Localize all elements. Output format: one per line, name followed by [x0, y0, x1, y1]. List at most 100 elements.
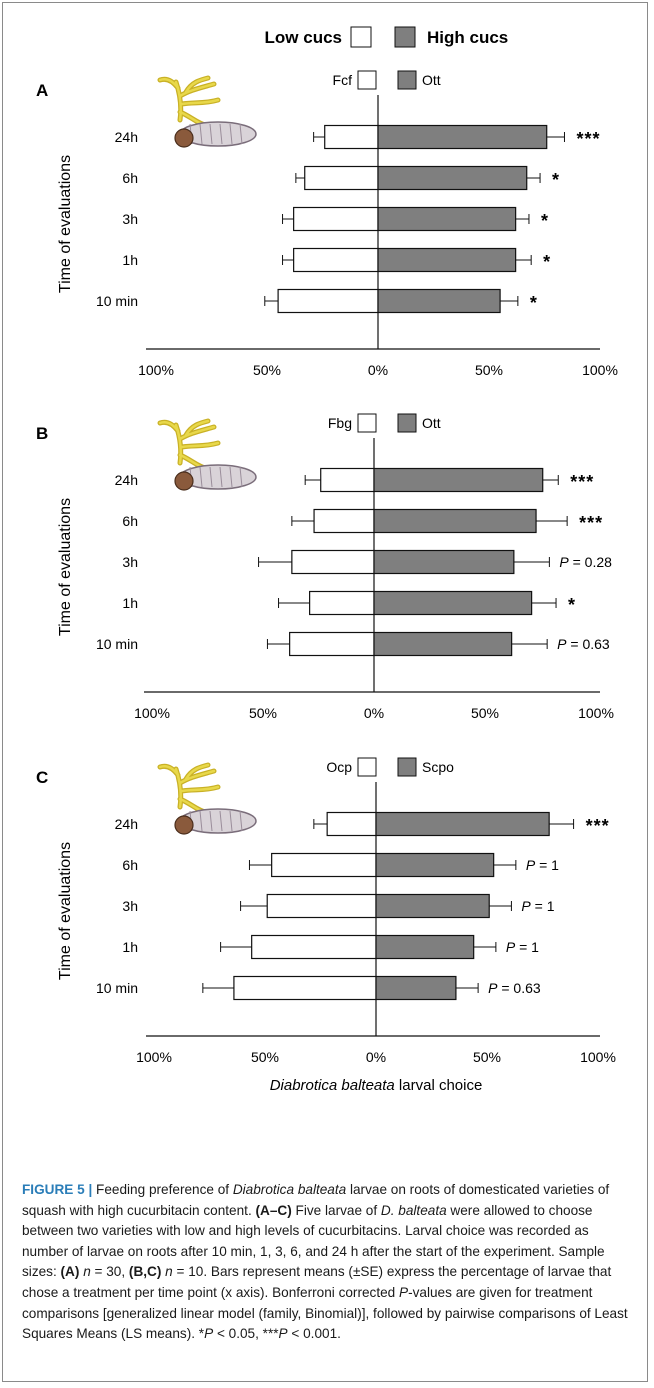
- x-tick-label: 50%: [471, 705, 499, 721]
- caption-part: n: [83, 1264, 91, 1280]
- x-tick-label: 50%: [473, 1049, 501, 1065]
- larva-segment: [219, 123, 223, 145]
- bar-right: [373, 549, 515, 575]
- caption-part: P: [204, 1326, 214, 1342]
- bar-right: [375, 975, 457, 1001]
- panel-a: A Fcf Ott 100% 50% 0% 50% 100% Time of evaluatio…: [36, 70, 618, 378]
- significance-label: P = 1: [526, 857, 559, 873]
- root-highlight: [158, 76, 220, 128]
- significance-label: *: [541, 211, 549, 231]
- y-tick-label: 10 min: [96, 293, 138, 309]
- significance-label: *: [552, 170, 560, 190]
- y-tick-label: 10 min: [96, 636, 138, 652]
- legend-high-label: High cucs: [427, 28, 508, 47]
- caption-part: n: [165, 1264, 173, 1280]
- x-tick-label: 100%: [580, 1049, 616, 1065]
- larva-segment: [219, 466, 223, 488]
- larva-segment: [199, 810, 203, 832]
- larva-segment: [239, 810, 243, 832]
- larva-segment: [229, 123, 233, 145]
- larva-on-root-icon: [157, 418, 257, 491]
- significance-label: ***: [586, 816, 610, 836]
- caption-part: = 30,: [90, 1264, 129, 1280]
- significance-label: *: [568, 595, 576, 615]
- larva-on-root-icon: [157, 75, 257, 148]
- bar-left: [266, 893, 377, 919]
- legend-right-swatch: [397, 70, 417, 90]
- caption-part: P: [399, 1284, 409, 1300]
- panel-letter: C: [36, 768, 48, 787]
- significance-label: ***: [579, 513, 603, 533]
- significance-label: P = 1: [521, 898, 554, 914]
- root-highlight: [158, 419, 220, 471]
- legend-right-label: Ott: [422, 72, 441, 88]
- caption-part: P: [278, 1326, 288, 1342]
- x-tick-label: 0%: [368, 362, 388, 378]
- larva-segment: [199, 466, 203, 488]
- caption-part: < 0.05, ***: [213, 1326, 279, 1342]
- larva-segment: [229, 810, 233, 832]
- y-axis-label: Time of evaluations: [57, 498, 74, 636]
- larva-head: [174, 128, 194, 148]
- legend-left-label: Fcf: [333, 72, 353, 88]
- bar-right: [375, 934, 475, 960]
- bar-left: [277, 288, 379, 314]
- figure-caption: FIGURE 5 | Feeding preference of Diabrot…: [22, 1180, 630, 1345]
- y-tick-label: 6h: [122, 857, 138, 873]
- y-tick-label: 24h: [115, 472, 138, 488]
- y-tick-label: 1h: [122, 595, 138, 611]
- y-tick-label: 24h: [115, 129, 138, 145]
- caption-part: were allowed to choose between two varie…: [22, 1202, 605, 1280]
- x-axis-label: Diabrotica balteata larval choice: [270, 1077, 483, 1094]
- x-tick-label: 100%: [582, 362, 618, 378]
- bar-right: [377, 206, 517, 232]
- x-tick-label: 0%: [364, 705, 384, 721]
- significance-label: P = 0.28: [559, 554, 612, 570]
- y-tick-label: 3h: [122, 211, 138, 227]
- root-highlight: [158, 763, 220, 815]
- caption-part: Five larvae of: [291, 1202, 381, 1218]
- panel-c: C Ocp Scpo 100% 50% 0% 50% 100% Time of evaluati…: [36, 757, 616, 1094]
- bar-right: [375, 811, 550, 837]
- caption-part: D. balteata: [380, 1202, 447, 1218]
- x-tick-label: 50%: [475, 362, 503, 378]
- y-axis-label: Time of evaluations: [57, 155, 74, 293]
- legend-left-swatch: [357, 70, 377, 90]
- bar-left: [320, 467, 375, 493]
- bar-right: [377, 165, 528, 191]
- y-tick-label: 3h: [122, 554, 138, 570]
- larva-segment: [229, 466, 233, 488]
- x-tick-label: 50%: [249, 705, 277, 721]
- bar-left: [293, 247, 379, 273]
- caption-part: < 0.001.: [287, 1326, 341, 1342]
- bar-left: [289, 631, 375, 657]
- significance-label: *: [530, 293, 538, 313]
- x-tick-label: 100%: [134, 705, 170, 721]
- caption-part: (A): [60, 1264, 80, 1280]
- bar-left: [291, 549, 375, 575]
- bar-left: [304, 165, 379, 191]
- caption-part: -values are given for treatment comparis…: [22, 1284, 628, 1342]
- significance-label: *: [543, 252, 551, 272]
- chart-panels: A Fcf Ott 100% 50% 0% 50% 100% Time of evaluatio…: [36, 70, 618, 1094]
- bar-left: [309, 590, 375, 616]
- legend-right-swatch: [397, 757, 417, 777]
- significance-label: P = 0.63: [488, 980, 541, 996]
- y-tick-label: 6h: [122, 513, 138, 529]
- y-axis-label: Time of evaluations: [57, 842, 74, 980]
- legend-right-label: Ott: [422, 415, 441, 431]
- caption-label: FIGURE 5 |: [22, 1182, 93, 1197]
- x-tick-label: 100%: [136, 1049, 172, 1065]
- bar-left: [313, 508, 375, 534]
- bar-right: [377, 247, 517, 273]
- bar-left: [251, 934, 377, 960]
- significance-label: ***: [576, 129, 600, 149]
- larva-segment: [209, 466, 213, 488]
- bar-left: [293, 206, 379, 232]
- legend-right-label: Scpo: [422, 759, 454, 775]
- bar-right: [377, 288, 501, 314]
- bar-right: [373, 508, 537, 534]
- figure-chart: Low cucs High cucs A Fcf Ott 100% 50% 0% 50% 10…: [36, 26, 618, 1094]
- legend-low-label: Low cucs: [265, 28, 342, 47]
- legend-left-label: Fbg: [328, 415, 352, 431]
